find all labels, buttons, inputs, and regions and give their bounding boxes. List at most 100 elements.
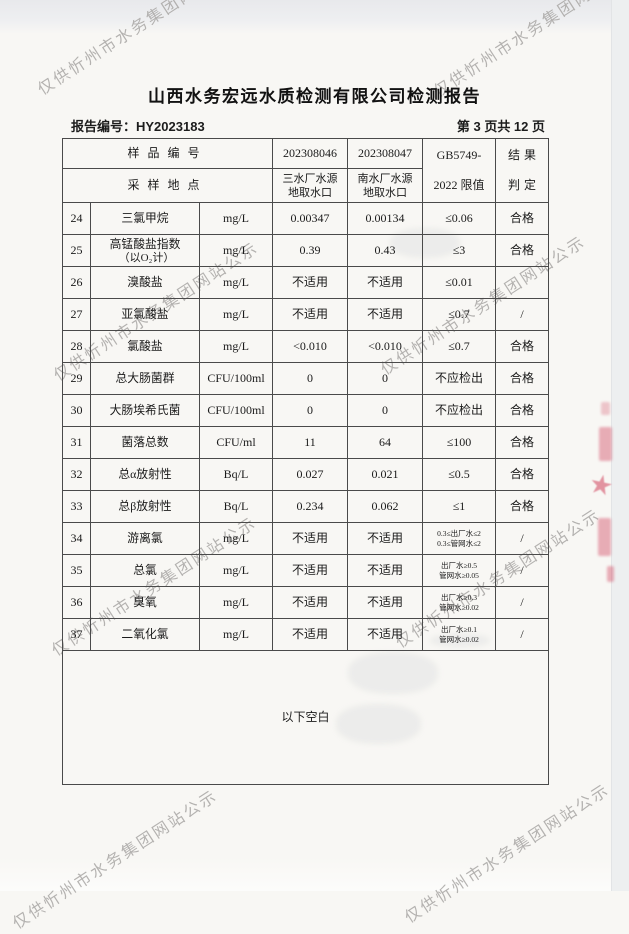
sample1-site-line2: 地取水口 <box>288 186 333 199</box>
param-unit: mg/L <box>198 298 274 331</box>
sample1-value: 0.39 <box>272 234 349 267</box>
param-unit: CFU/ml <box>198 426 274 459</box>
sample2-number: 202308047 <box>347 138 424 169</box>
result-value: / <box>495 586 550 619</box>
result-value: / <box>495 298 550 331</box>
sample2-value: 0.062 <box>347 490 424 523</box>
result-value: 合格 <box>495 330 550 363</box>
param-unit: CFU/100ml <box>198 394 274 427</box>
result-value: 合格 <box>495 426 550 459</box>
row-number: 34 <box>62 522 91 555</box>
row-number: 26 <box>62 266 91 299</box>
scan-right-edge <box>611 0 629 891</box>
param-unit: mg/L <box>198 586 274 619</box>
limit-value: 出厂水≥0.1 管网水≥0.02 <box>422 618 497 651</box>
result-value: / <box>495 554 550 587</box>
scan-bottom-edge <box>0 857 629 891</box>
row-number: 31 <box>62 426 91 459</box>
table-row: 33 总β放射性 Bq/L 0.234 0.062 ≤1 合格 <box>62 490 550 523</box>
sample2-site-line2: 地取水口 <box>363 186 408 199</box>
watermark-text: 仅供忻州市水务集团网站公示 <box>402 781 614 927</box>
sample1-value: 0.00347 <box>272 202 349 235</box>
result-value: 合格 <box>495 362 550 395</box>
limit-value: ≤100 <box>422 426 497 459</box>
param-unit: mg/L <box>198 266 274 299</box>
limit-value: 不应检出 <box>422 362 497 395</box>
table-row: 26 溴酸盐 mg/L 不适用 不适用 ≤0.01 <box>62 266 550 299</box>
sample1-value: 不适用 <box>272 522 349 555</box>
sample-no-label: 样品编号 <box>61 138 274 169</box>
sample1-value: 不适用 <box>272 586 349 619</box>
row-number: 36 <box>62 586 91 619</box>
row-number: 25 <box>62 234 91 267</box>
table-row: 34 游离氯 mg/L 不适用 不适用 0.3≤出厂水≤2 0.3≤管网水≤2/ <box>62 522 550 555</box>
param-unit: mg/L <box>198 234 274 267</box>
result-value: 合格 <box>495 458 550 491</box>
result-value: 合格 <box>495 202 550 235</box>
table-row: 31 菌落总数 CFU/ml 11 64 ≤100 合格 <box>62 426 550 459</box>
sample1-value: 不适用 <box>272 554 349 587</box>
param-unit: mg/L <box>198 202 274 235</box>
param-unit: mg/L <box>198 554 274 587</box>
table-row: 27 亚氯酸盐 mg/L 不适用 不适用 ≤0.7/ <box>62 298 550 331</box>
result-value: 合格 <box>495 490 550 523</box>
results-table-header: 样品编号 202308046 202308047 GB5749- 2022 限值… <box>61 138 550 203</box>
limit-value: 0.3≤出厂水≤2 0.3≤管网水≤2 <box>422 522 497 555</box>
sample2-value: 不适用 <box>347 586 424 619</box>
limit-value: ≤0.06 <box>422 202 497 235</box>
sample2-value: 0.021 <box>347 458 424 491</box>
sample1-number: 202308046 <box>272 138 349 169</box>
red-seal-fragment <box>599 427 612 461</box>
sample2-value: 0.00134 <box>347 202 424 235</box>
limit-value: ≤0.01 <box>422 266 497 299</box>
header-row-sample-no: 样品编号 202308046 202308047 GB5749- 2022 限值… <box>61 138 550 203</box>
table-row: 29 总大肠菌群 CFU/100ml 0 0 不应检出 合格 <box>62 362 550 395</box>
param-name: 亚氯酸盐 <box>90 298 200 331</box>
sample2-value: <0.010 <box>347 330 424 363</box>
limit-header-line2: 2022 限值 <box>433 178 485 192</box>
param-name: 高锰酸盐指数 （以O₂计） <box>90 234 200 267</box>
sample1-value: 不适用 <box>272 266 349 299</box>
scan-top-edge <box>0 0 629 34</box>
sample1-site-line1: 三水厂水源 <box>282 172 338 185</box>
param-name: 总β放射性 <box>90 490 200 523</box>
param-unit: CFU/100ml <box>198 362 274 395</box>
result-value <box>495 266 550 299</box>
param-name: 氯酸盐 <box>90 330 200 363</box>
row-number: 32 <box>62 458 91 491</box>
result-value: 合格 <box>495 394 550 427</box>
row-number: 24 <box>62 202 91 235</box>
limit-value: ≤0.7 <box>422 298 497 331</box>
result-value: / <box>495 618 550 651</box>
sampling-site-label: 采样地点 <box>61 168 274 203</box>
result-value: / <box>495 522 550 555</box>
sample2-value: 64 <box>347 426 424 459</box>
sample2-value: 不适用 <box>347 554 424 587</box>
limit-value: ≤0.5 <box>422 458 497 491</box>
param-name: 总大肠菌群 <box>90 362 200 395</box>
param-name: 总氯 <box>90 554 200 587</box>
sample1-value: 不适用 <box>272 298 349 331</box>
param-unit: mg/L <box>198 522 274 555</box>
param-name: 二氧化氯 <box>90 618 200 651</box>
sample2-value: 0.43 <box>347 234 424 267</box>
report-number: 报告编号：HY2023183 <box>71 119 205 134</box>
param-name: 总α放射性 <box>90 458 200 491</box>
result-value: 合格 <box>495 234 550 267</box>
param-unit: mg/L <box>198 330 274 363</box>
row-number: 37 <box>62 618 91 651</box>
sample1-value: 11 <box>272 426 349 459</box>
param-unit: Bq/L <box>198 458 274 491</box>
param-name: 游离氯 <box>90 522 200 555</box>
param-name: 菌落总数 <box>90 426 200 459</box>
limit-value: 出厂水≥0.5 管网水≥0.05 <box>422 554 497 587</box>
sample2-value: 0 <box>347 394 424 427</box>
result-column-header: 结果 判定 <box>495 138 550 203</box>
table-row: 35 总氯 mg/L 不适用 不适用 出厂水≥0.5 管网水≥0.05/ <box>62 554 550 587</box>
sample1-value: 不适用 <box>272 618 349 651</box>
limit-value: 出厂水≥0.3 管网水≥0.02 <box>422 586 497 619</box>
results-table: 样品编号 202308046 202308047 GB5749- 2022 限值… <box>61 138 550 785</box>
results-table-footer: 以下空白 <box>61 650 550 785</box>
table-row: 32 总α放射性 Bq/L 0.027 0.021 ≤0.5 合格 <box>62 458 550 491</box>
